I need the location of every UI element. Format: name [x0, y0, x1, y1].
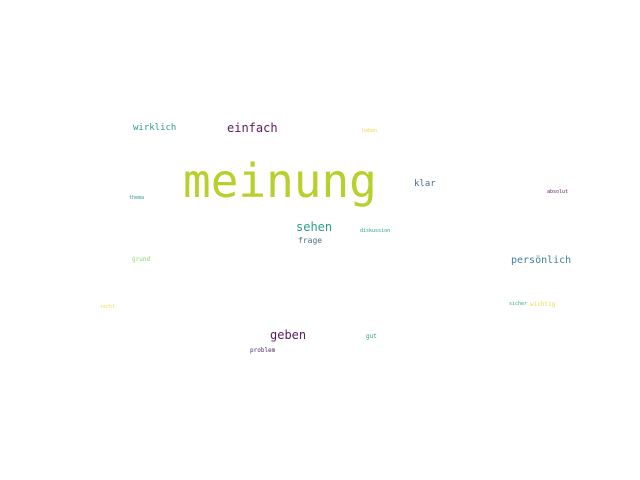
word-gut: gut [366, 333, 377, 340]
word-einfach: einfach [227, 121, 278, 135]
word-thema: thema [129, 195, 145, 201]
word-grund: grund [132, 256, 151, 263]
word-sehen: sehen [296, 220, 333, 234]
word-wirklich: wirklich [133, 123, 177, 133]
word-geben: geben [270, 328, 307, 342]
word-recht: recht [100, 304, 116, 310]
word-klar: klar [414, 179, 436, 189]
word-diskussion: diskussion [360, 228, 391, 234]
word-haben: haben [362, 128, 378, 134]
word-wichtig: wichtig [530, 301, 556, 308]
word-problem: problem [250, 347, 276, 354]
word-absolut: absolut [547, 189, 569, 195]
word-persoenlich: persönlich [511, 255, 572, 266]
word-sicher: sicher [509, 301, 528, 307]
word-frage: frage [298, 236, 323, 245]
word-meinung: meinung [183, 154, 377, 208]
